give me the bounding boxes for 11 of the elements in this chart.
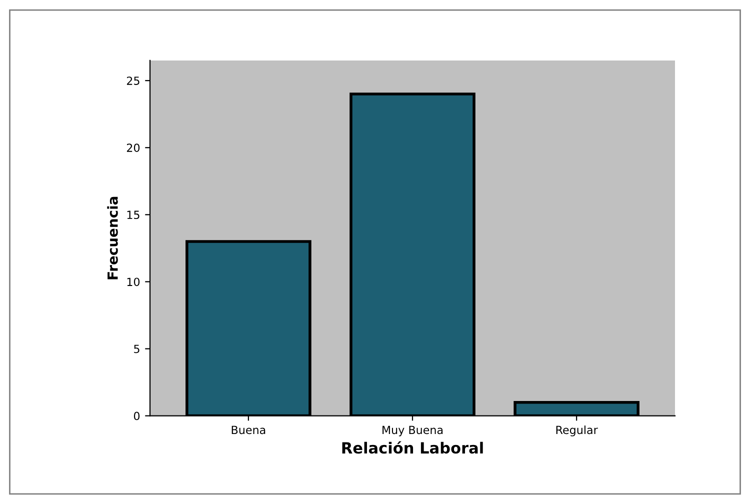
y-tick-label: 25 bbox=[126, 76, 140, 85]
y-axis-title: Frecuencia bbox=[107, 196, 118, 280]
y-tick-label: 0 bbox=[134, 412, 140, 420]
x-tick-label: Buena bbox=[232, 426, 266, 434]
x-tick-label: Regular bbox=[556, 426, 598, 436]
y-tick-label: 5 bbox=[134, 344, 140, 354]
x-tick-label: Muy Buena bbox=[382, 426, 443, 436]
y-tick-label: 10 bbox=[127, 278, 140, 286]
y-tick-label: 20 bbox=[126, 144, 140, 152]
x-axis-title: Relación Laboral bbox=[342, 441, 483, 454]
y-tick-label: 15 bbox=[127, 210, 140, 220]
